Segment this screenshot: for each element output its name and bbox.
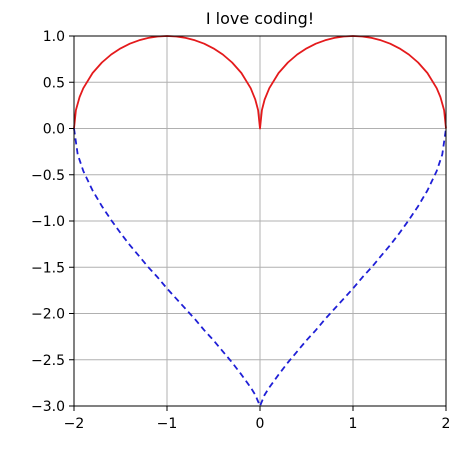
heart-top-line — [73, 35, 447, 130]
x-tick-label: −2 — [64, 416, 85, 432]
y-tick-label: 0.5 — [43, 75, 65, 91]
series-layer — [73, 35, 447, 407]
x-tick-label: 0 — [256, 416, 265, 432]
y-tick-label: 1.0 — [43, 29, 65, 45]
x-tick-label: 1 — [349, 416, 358, 432]
heart-bottom-line — [73, 128, 447, 407]
y-tick-label: −3.0 — [31, 399, 65, 415]
y-tick-label: −2.0 — [31, 307, 65, 323]
y-tick-label: 0.0 — [43, 122, 65, 138]
tick-layer: −2 −1 0 1 2 1.0 0.5 0.0 −0.5 −1.0 −1.5 −2.0 −2.5 −3.0 — [31, 29, 450, 432]
chart-title: I love coding! — [206, 9, 314, 28]
y-tick-label: −2.5 — [31, 353, 65, 369]
y-tick-label: −1.5 — [31, 260, 65, 276]
y-tick-label: −0.5 — [31, 168, 65, 184]
x-tick-label: 2 — [442, 416, 451, 432]
y-tick-label: −1.0 — [31, 214, 65, 230]
x-tick-label: −1 — [157, 416, 178, 432]
